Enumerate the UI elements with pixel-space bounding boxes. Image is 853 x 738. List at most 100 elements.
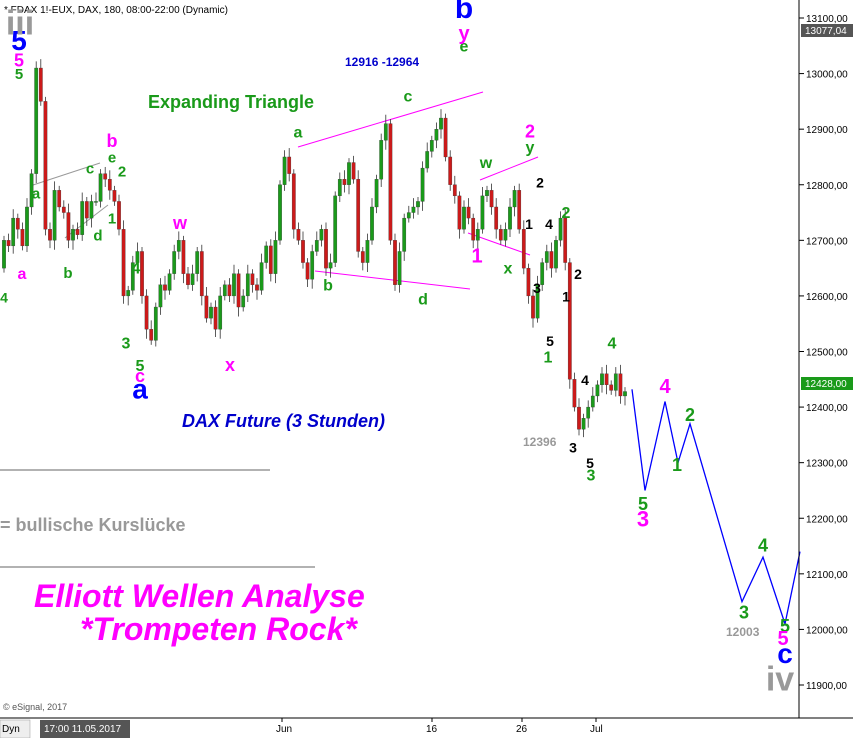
wave-label: 1 xyxy=(672,455,682,475)
wave-label: x xyxy=(504,261,513,278)
candle-body xyxy=(613,373,618,391)
y-tick-label: 12100,00 xyxy=(806,570,848,581)
wave-label: c xyxy=(135,366,145,386)
candle-body xyxy=(163,284,167,291)
y-tick-label: 12600,00 xyxy=(806,292,848,303)
candle-body xyxy=(167,273,172,291)
wave-label: 4 xyxy=(0,290,8,306)
candle-body xyxy=(370,206,374,241)
candle-body xyxy=(264,245,269,263)
candle-body xyxy=(121,229,126,297)
y-tick-label: 13100,00 xyxy=(806,14,848,25)
wave-label: 4 xyxy=(581,372,589,388)
candle-body xyxy=(374,179,379,208)
wave-label: 2 xyxy=(562,205,571,222)
candle-body xyxy=(144,295,149,330)
projection-path xyxy=(631,389,801,627)
candle-body xyxy=(296,229,301,241)
x-tick-label: 26 xyxy=(516,724,528,735)
footer-time-box xyxy=(40,720,130,738)
candle-body xyxy=(521,229,526,269)
y-tick-label: 13000,00 xyxy=(806,70,848,81)
candle-body xyxy=(549,251,554,269)
candle-body xyxy=(149,329,154,341)
candle-body xyxy=(535,284,540,319)
wave-label: 1 xyxy=(544,350,553,367)
candle-body xyxy=(434,129,439,141)
triangle-line-lower xyxy=(314,270,471,290)
candle-body xyxy=(61,206,66,213)
last-price-value: 12428,00 xyxy=(805,379,847,390)
candle-body xyxy=(443,117,448,158)
price-axis: 13100,00 13000,00 12900,00 12800,00 12700,00… xyxy=(799,14,848,692)
wave-label: 5 xyxy=(777,628,788,650)
candle-body xyxy=(218,295,223,330)
wave-label: 5 xyxy=(546,333,554,349)
candle-body xyxy=(38,67,43,102)
y-tick-label: 12900,00 xyxy=(806,125,848,136)
candle-body xyxy=(379,140,384,180)
candle-body xyxy=(485,190,489,197)
candle-body xyxy=(411,206,416,213)
x-tick-label: Jul xyxy=(590,724,603,735)
candle-body xyxy=(623,391,627,397)
x-tick-label: Jun xyxy=(276,724,292,735)
wave-label: 2 xyxy=(118,163,126,180)
candle-body xyxy=(227,284,232,297)
wave-label: 3 xyxy=(637,507,649,532)
candle-body xyxy=(250,273,255,285)
wave-label: a xyxy=(294,125,303,142)
candle-body xyxy=(29,173,34,208)
y-tick-label: 12700,00 xyxy=(806,236,848,247)
candle-body xyxy=(181,240,186,274)
candle-body xyxy=(259,262,264,291)
footer-dyn-label: Dyn xyxy=(2,724,20,735)
channel-line-upper xyxy=(479,156,539,181)
candle-body xyxy=(20,229,25,247)
candle-body xyxy=(66,212,71,241)
candle-body xyxy=(25,206,29,247)
wave-label: 5 xyxy=(780,616,790,636)
wave-label: 1 xyxy=(108,211,116,228)
candle-body xyxy=(107,179,112,191)
candle-body xyxy=(80,201,85,235)
wave-label: 5 xyxy=(15,66,23,83)
wave-label: 4 xyxy=(758,536,768,556)
wave-label: b xyxy=(63,265,72,282)
wave-label: 2 xyxy=(574,266,582,282)
title-line-2: *Trompeten Rock* xyxy=(80,611,358,647)
wave-label: e xyxy=(460,38,469,55)
candle-body xyxy=(365,240,370,263)
candle-body xyxy=(466,206,471,219)
candle-body xyxy=(595,384,600,397)
wave-label: 2 xyxy=(536,175,544,191)
candle-body xyxy=(420,167,425,202)
wave-label: 1 xyxy=(525,216,533,232)
candle-body xyxy=(98,173,103,202)
candle-body xyxy=(618,373,623,397)
candle-body xyxy=(305,262,310,280)
candle-body xyxy=(195,251,200,274)
candle-body xyxy=(186,273,190,285)
candle-body xyxy=(337,179,342,197)
wave-label: c xyxy=(777,638,793,669)
y-tick-label: 12500,00 xyxy=(806,348,848,359)
wave-label: a xyxy=(18,266,27,283)
chart-header: * FDAX 1!-EUX, DAX, 180, 08:00-22:00 (Dy… xyxy=(4,5,228,16)
candle-body xyxy=(567,262,572,380)
time-axis: Jun 16 26 Jul xyxy=(276,718,603,735)
wave-label: 3 xyxy=(569,440,577,456)
wave-label: c xyxy=(86,161,94,178)
candle-body xyxy=(199,251,204,297)
wave-label: d xyxy=(418,291,428,308)
wave-label: x xyxy=(225,355,235,375)
candle-body xyxy=(554,240,558,269)
candle-body xyxy=(158,284,163,308)
candle-body xyxy=(494,206,499,230)
candle-body xyxy=(388,123,393,241)
footer-dyn-box[interactable] xyxy=(0,719,31,738)
candle-body xyxy=(457,195,462,230)
candle-body xyxy=(498,229,503,241)
wave-label: e xyxy=(108,150,116,167)
